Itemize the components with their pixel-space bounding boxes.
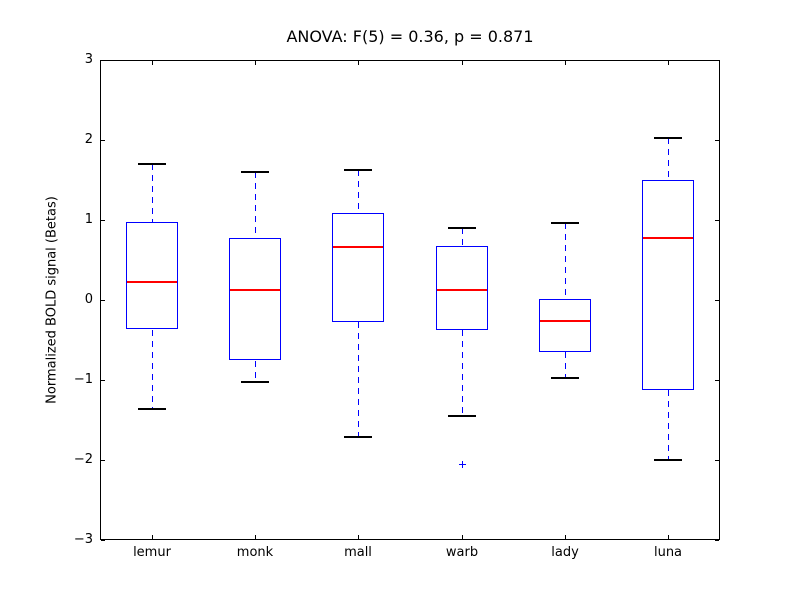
whisker-lower-lady — [565, 352, 566, 378]
y-tick — [101, 300, 105, 301]
whisker-upper-warb — [462, 228, 463, 246]
y-tick-right — [715, 300, 719, 301]
whisker-lower-mall — [358, 322, 359, 437]
whisker-lower-lemur — [152, 330, 153, 409]
x-tick-top — [668, 61, 669, 65]
y-tick-label: −2 — [73, 452, 93, 467]
y-tick-right — [715, 140, 719, 141]
whisker-upper-luna — [668, 138, 669, 180]
chart-title: ANOVA: F(5) = 0.36, p = 0.871 — [286, 27, 534, 46]
cap-lower-monk — [241, 381, 269, 383]
outlier-marker-warb — [459, 461, 466, 468]
whisker-lower-warb — [462, 330, 463, 416]
y-tick-right — [715, 60, 719, 61]
x-tick — [462, 535, 463, 539]
y-tick-label: 0 — [84, 292, 93, 307]
whisker-upper-lemur — [152, 164, 153, 222]
whisker-upper-monk — [255, 172, 256, 238]
y-tick — [101, 460, 105, 461]
x-tick — [152, 535, 153, 539]
x-tick-label: luna — [653, 545, 683, 560]
y-tick-right — [715, 540, 719, 541]
x-tick-top — [462, 61, 463, 65]
x-tick — [255, 535, 256, 539]
x-tick-top — [565, 61, 566, 65]
x-tick-label: monk — [236, 545, 274, 560]
cap-upper-mall — [344, 169, 372, 171]
y-tick — [101, 220, 105, 221]
median-luna — [643, 237, 693, 239]
box-warb — [436, 246, 488, 330]
x-tick — [565, 535, 566, 539]
x-tick-top — [152, 61, 153, 65]
cap-lower-mall — [344, 436, 372, 438]
y-tick-right — [715, 380, 719, 381]
y-tick — [101, 540, 105, 541]
cap-upper-luna — [654, 137, 682, 139]
whisker-lower-monk — [255, 361, 256, 383]
y-tick-right — [715, 460, 719, 461]
x-tick-label: mall — [344, 545, 372, 560]
cap-lower-lemur — [138, 408, 166, 410]
cap-lower-luna — [654, 459, 682, 461]
y-tick-label: −1 — [73, 372, 93, 387]
x-tick-label: warb — [445, 545, 479, 560]
cap-lower-warb — [448, 415, 476, 417]
y-tick — [101, 60, 105, 61]
x-tick — [668, 535, 669, 539]
box-monk — [229, 238, 281, 360]
x-tick-label: lemur — [133, 545, 171, 560]
x-tick — [358, 535, 359, 539]
x-tick-label: lady — [551, 545, 579, 560]
median-lady — [540, 320, 590, 322]
box-mall — [332, 213, 384, 322]
y-tick-label: −3 — [73, 532, 93, 547]
whisker-upper-mall — [358, 170, 359, 212]
cap-upper-monk — [241, 171, 269, 173]
cap-upper-lemur — [138, 163, 166, 165]
median-lemur — [127, 281, 177, 283]
median-monk — [230, 289, 280, 291]
x-tick-top — [358, 61, 359, 65]
box-lemur — [126, 222, 178, 329]
plot-area — [100, 60, 720, 540]
whisker-upper-lady — [565, 223, 566, 299]
median-mall — [333, 246, 383, 248]
y-tick-label: 1 — [84, 212, 93, 227]
cap-upper-warb — [448, 227, 476, 229]
y-tick — [101, 380, 105, 381]
box-lady — [539, 299, 591, 352]
y-tick — [101, 140, 105, 141]
y-tick-label: 2 — [84, 132, 93, 147]
median-warb — [437, 289, 487, 291]
y-tick-label: 3 — [84, 52, 93, 67]
y-tick-right — [715, 220, 719, 221]
x-tick-top — [255, 61, 256, 65]
cap-upper-lady — [551, 222, 579, 224]
cap-lower-lady — [551, 377, 579, 379]
whisker-lower-luna — [668, 390, 669, 460]
box-luna — [642, 180, 694, 390]
